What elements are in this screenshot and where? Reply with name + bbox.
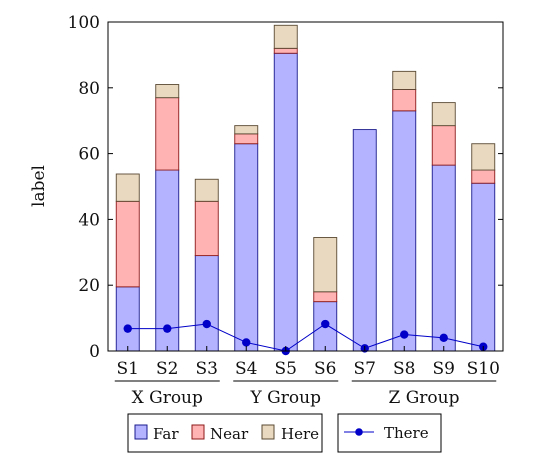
there-point-s4 — [242, 338, 251, 347]
legend-label-near: Near — [210, 425, 249, 443]
bar-here-s4 — [234, 125, 259, 135]
bar-far-s3 — [194, 255, 219, 352]
x-tick-label-s2: S2 — [156, 359, 178, 379]
bars-layer — [115, 24, 496, 352]
there-point-s6 — [321, 319, 330, 329]
y-tick-label-40: 40 — [78, 210, 100, 230]
there-line — [127, 323, 484, 352]
x-tick-label-s3: S3 — [196, 359, 218, 379]
bar-near-s4 — [234, 133, 259, 145]
group-label-1: Y Group — [250, 388, 322, 408]
legend-label-there: There — [384, 424, 429, 442]
there-point-s9 — [439, 333, 448, 343]
bar-near-s9 — [431, 125, 456, 166]
bar-far-s2 — [155, 169, 180, 352]
bar-far-s5 — [273, 52, 298, 352]
y-tick-label-100: 100 — [68, 13, 100, 33]
group-labels: X Group Y Group Z Group — [114, 380, 497, 408]
bar-here-s1 — [115, 173, 140, 202]
legend-swatch-here — [261, 424, 275, 440]
y-tick-label-0: 0 — [89, 342, 100, 362]
x-tick-label-s9: S9 — [433, 359, 455, 379]
y-axis: 0 20 40 60 80 100 — [68, 13, 503, 362]
bar-far-s8 — [392, 110, 417, 352]
legend-swatch-there-marker — [355, 428, 363, 436]
x-tick-label-s8: S8 — [393, 359, 415, 379]
line-legend-box — [337, 413, 442, 453]
line-legend: There — [337, 413, 442, 453]
y-tick-label-20: 20 — [78, 276, 100, 296]
bar-here-s3 — [194, 178, 219, 202]
bar-far-s9 — [431, 164, 456, 352]
x-tick-label-s4: S4 — [235, 359, 257, 379]
bar-near-s10 — [471, 169, 496, 184]
group-label-0: X Group — [132, 388, 203, 408]
y-tick-label-80: 80 — [78, 79, 100, 99]
legend-swatch-near — [191, 424, 205, 440]
legend-swatch-far — [134, 424, 148, 440]
there-point-s1 — [123, 324, 132, 333]
there-point-s3 — [202, 319, 211, 329]
x-tick-label-s1: S1 — [117, 359, 139, 379]
bar-near-s3 — [194, 200, 219, 257]
bar-here-s10 — [471, 143, 496, 171]
plot-frame — [107, 21, 504, 352]
bar-here-s2 — [155, 84, 180, 99]
bar-near-s2 — [155, 97, 180, 171]
y-tick-label-60: 60 — [78, 145, 100, 165]
there-point-s8 — [400, 330, 409, 339]
legend-label-here: Here — [281, 425, 319, 443]
bar-far-s4 — [234, 143, 259, 352]
bar-legend-box — [127, 413, 323, 453]
bar-here-s9 — [431, 102, 456, 127]
bar-here-s6 — [313, 237, 338, 293]
y-axis-label: label — [29, 165, 49, 207]
bar-near-s8 — [392, 88, 417, 112]
bar-near-s5 — [273, 47, 298, 54]
legend-label-far: Far — [153, 425, 179, 443]
bar-far-s7 — [352, 129, 377, 352]
x-tick-label-s10: S10 — [467, 359, 500, 379]
bar-here-s8 — [392, 70, 417, 90]
x-tick-label-s7: S7 — [354, 359, 376, 379]
bar-here-s5 — [273, 24, 298, 49]
x-tick-label-s6: S6 — [314, 359, 336, 379]
bar-far-s1 — [115, 286, 140, 352]
x-axis: S1 S2 S3 S4 S5 S6 S7 S8 S9 S10 — [117, 346, 500, 379]
group-label-2: Z Group — [389, 388, 460, 408]
bar-near-s1 — [115, 200, 140, 288]
there-point-s2 — [163, 324, 172, 333]
bar-legend: Far Near Here — [127, 413, 323, 453]
bar-far-s10 — [471, 182, 496, 352]
x-tick-label-s5: S5 — [275, 359, 297, 379]
bar-near-s6 — [313, 291, 338, 303]
there-line-layer — [123, 319, 488, 356]
